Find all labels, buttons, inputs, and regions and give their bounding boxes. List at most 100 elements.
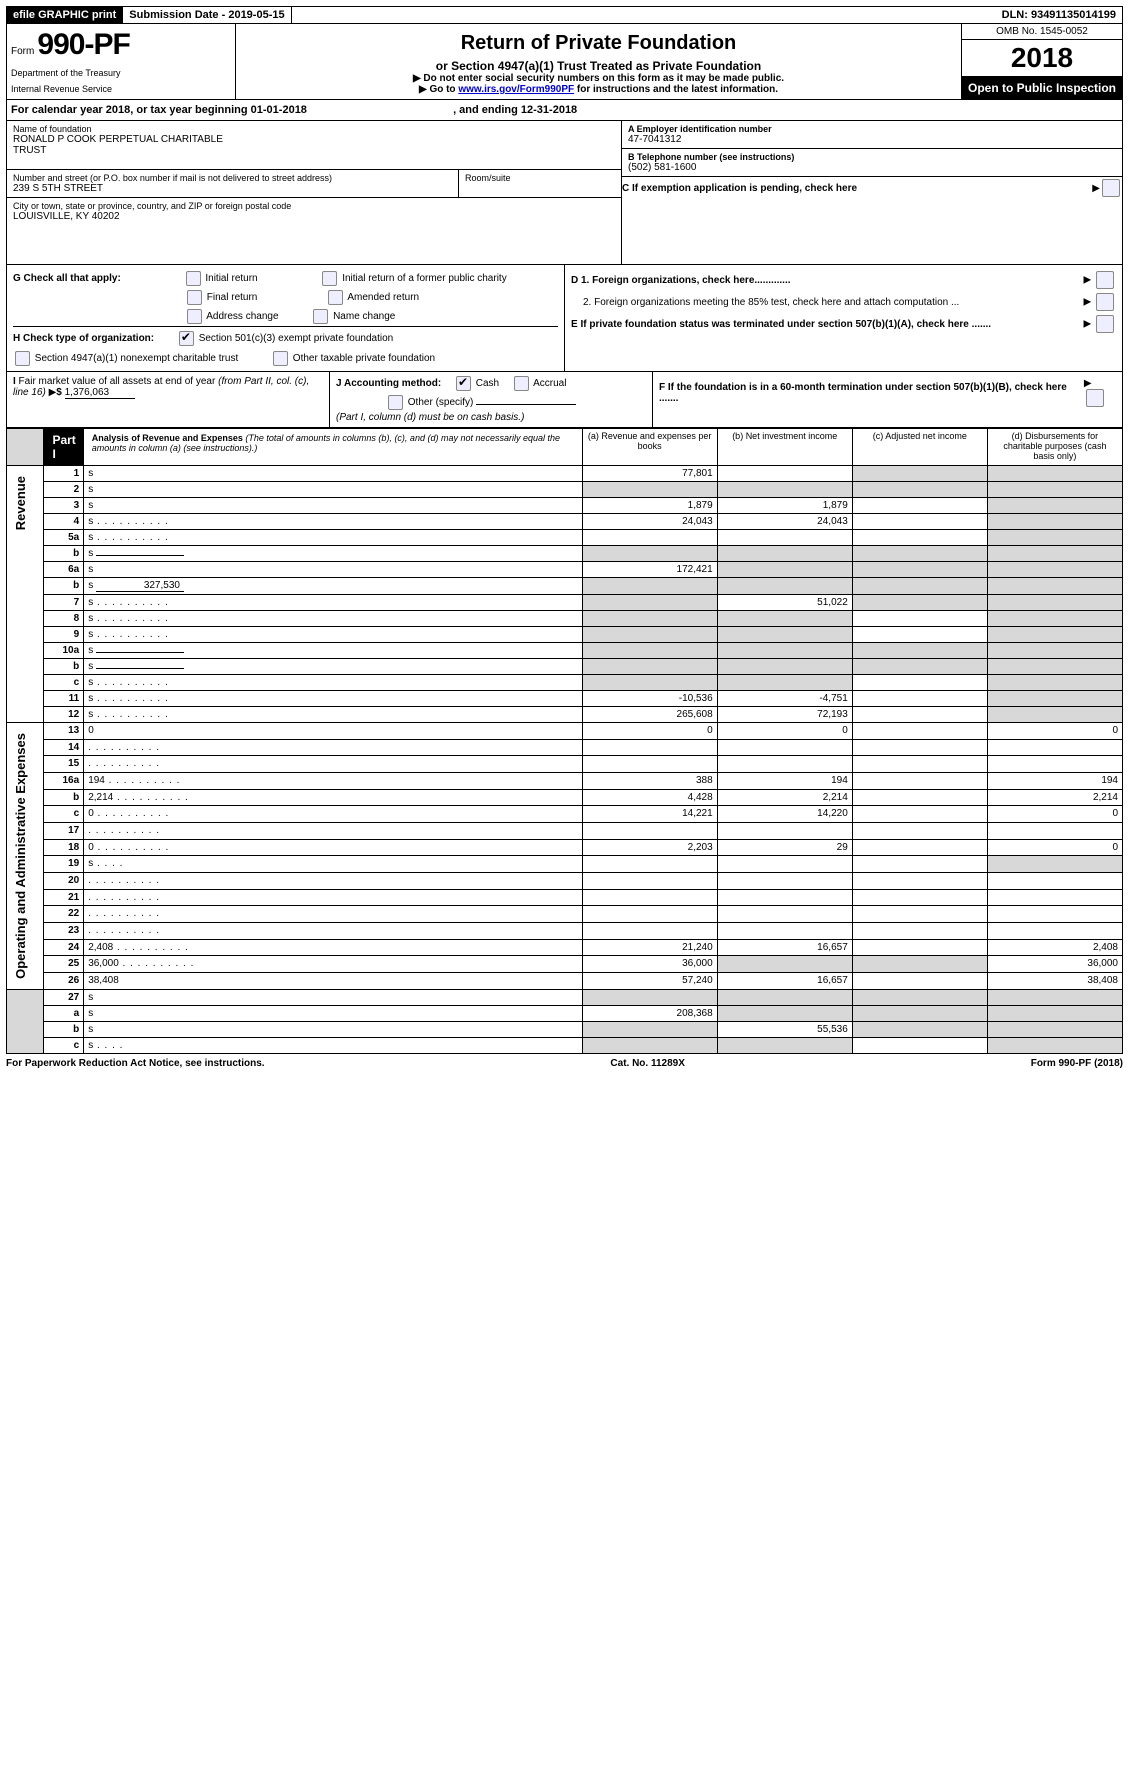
pending-checkbox[interactable] (1102, 179, 1120, 197)
revenue-side-label: Revenue (11, 468, 30, 538)
dept-treasury: Department of the Treasury (11, 68, 231, 78)
header-left: Form 990-PF Department of the Treasury I… (7, 24, 236, 99)
header-center: Return of Private Foundation or Section … (236, 24, 961, 99)
amended-checkbox[interactable] (328, 290, 343, 305)
table-row: 5as (7, 530, 1123, 546)
j-label: J Accounting method: (336, 378, 441, 389)
part1-badge: Part I (44, 429, 83, 465)
table-row: cs (7, 1037, 1123, 1053)
table-row: cs (7, 675, 1123, 691)
h-label: H Check type of organization: (13, 333, 154, 344)
initial-former-checkbox[interactable] (322, 271, 337, 286)
table-row: 23 (7, 923, 1123, 940)
ein: 47-7041312 (628, 134, 1116, 145)
open-inspection: Open to Public Inspection (962, 77, 1122, 99)
form-header: Form 990-PF Department of the Treasury I… (6, 24, 1123, 100)
table-row: 3s1,8791,879 (7, 498, 1123, 514)
table-row: as208,368 (7, 1005, 1123, 1021)
final-return-checkbox[interactable] (187, 290, 202, 305)
col-d-header: (d) Disbursements for charitable purpose… (987, 429, 1122, 466)
i-label: I Fair market value of all assets at end… (13, 376, 309, 398)
table-row: 21 (7, 889, 1123, 906)
table-row: 11s-10,536-4,751 (7, 691, 1123, 707)
table-row: 2s (7, 482, 1123, 498)
city-label: City or town, state or province, country… (13, 201, 615, 211)
g-label: G Check all that apply: (13, 273, 121, 284)
efile-badge: efile GRAPHIC print (7, 7, 123, 23)
table-row: bs55,536 (7, 1021, 1123, 1037)
calendar-year-row: For calendar year 2018, or tax year begi… (6, 100, 1123, 121)
table-row: 6as172,421 (7, 562, 1123, 578)
address-label: Number and street (or P.O. box number if… (13, 173, 452, 183)
tel-label: B Telephone number (see instructions) (628, 152, 1116, 162)
table-row: 19s (7, 856, 1123, 873)
col-b-header: (b) Net investment income (717, 429, 852, 466)
4947-checkbox[interactable] (15, 351, 30, 366)
tax-year: 2018 (962, 40, 1122, 77)
page-footer: For Paperwork Reduction Act Notice, see … (6, 1054, 1123, 1073)
info-block: Name of foundation RONALD P COOK PERPETU… (6, 121, 1123, 265)
dln: DLN: 93491135014199 (996, 7, 1122, 23)
initial-return-checkbox[interactable] (186, 271, 201, 286)
table-row: 4s24,04324,043 (7, 514, 1123, 530)
table-row: 8s (7, 611, 1123, 627)
col-a-header: (a) Revenue and expenses per books (582, 429, 717, 466)
f-label: F If the foundation is in a 60-month ter… (659, 382, 1084, 404)
table-row: 22 (7, 906, 1123, 923)
name-change-checkbox[interactable] (313, 309, 328, 324)
form-number: 990-PF (37, 28, 129, 61)
accrual-checkbox[interactable] (514, 376, 529, 391)
address: 239 S 5TH STREET (13, 183, 452, 194)
e-checkbox[interactable] (1096, 315, 1114, 333)
table-row: 17 (7, 823, 1123, 840)
501c3-checkbox[interactable] (179, 331, 194, 346)
part1-table: Part I Analysis of Revenue and Expenses … (6, 428, 1123, 1054)
table-row: 14 (7, 739, 1123, 756)
form-prefix: Form (11, 46, 34, 57)
form-subtitle: or Section 4947(a)(1) Trust Treated as P… (240, 59, 957, 73)
form-footer: Form 990-PF (2018) (1031, 1058, 1123, 1069)
f-checkbox[interactable] (1086, 389, 1104, 407)
omb-number: OMB No. 1545-0052 (962, 24, 1122, 40)
cat-number: Cat. No. 11289X (610, 1058, 684, 1069)
cash-checkbox[interactable] (456, 376, 471, 391)
top-bar: efile GRAPHIC print Submission Date - 20… (6, 6, 1123, 24)
e-label: E If private foundation status was termi… (571, 319, 991, 330)
table-row: 242,40821,24016,6572,408 (7, 939, 1123, 956)
room-label: Room/suite (465, 173, 615, 183)
ssn-note: ▶ Do not enter social security numbers o… (240, 73, 957, 84)
table-row: 9s (7, 627, 1123, 643)
col-c-header: (c) Adjusted net income (852, 429, 987, 466)
address-change-checkbox[interactable] (187, 309, 202, 324)
d1-checkbox[interactable] (1096, 271, 1114, 289)
table-row: 12s265,60872,193 (7, 707, 1123, 723)
table-row: Operating and Administrative Expenses130… (7, 723, 1123, 740)
table-row: Revenue1s77,801 (7, 466, 1123, 482)
dept-irs: Internal Revenue Service (11, 84, 231, 94)
other-taxable-checkbox[interactable] (273, 351, 288, 366)
link-note: ▶ Go to www.irs.gov/Form990PF for instru… (240, 84, 957, 95)
instructions-link[interactable]: www.irs.gov/Form990PF (458, 84, 574, 95)
table-row: 2536,00036,00036,000 (7, 956, 1123, 973)
d2-checkbox[interactable] (1096, 293, 1114, 311)
table-row: bs (7, 546, 1123, 562)
table-row: 16a194388194194 (7, 773, 1123, 790)
name-label: Name of foundation (13, 124, 615, 134)
telephone: (502) 581-1600 (628, 162, 1116, 173)
table-row: 10as (7, 643, 1123, 659)
table-row: 27s (7, 989, 1123, 1005)
d1-label: D 1. Foreign organizations, check here..… (571, 275, 791, 286)
d2-label: 2. Foreign organizations meeting the 85%… (571, 297, 959, 308)
table-row: 1802,203290 (7, 839, 1123, 856)
part1-title: Analysis of Revenue and Expenses (92, 433, 243, 443)
other-method-checkbox[interactable] (388, 395, 403, 410)
expenses-side-label: Operating and Administrative Expenses (11, 725, 30, 987)
pending-label: C If exemption application is pending, c… (622, 183, 857, 194)
table-row: 2638,40857,24016,65738,408 (7, 973, 1123, 990)
table-row: 7s51,022 (7, 595, 1123, 611)
header-right: OMB No. 1545-0052 2018 Open to Public In… (961, 24, 1122, 99)
form-title: Return of Private Foundation (240, 32, 957, 55)
table-row: 20 (7, 873, 1123, 890)
table-row: b2,2144,4282,2142,214 (7, 789, 1123, 806)
city-state-zip: LOUISVILLE, KY 40202 (13, 211, 615, 222)
